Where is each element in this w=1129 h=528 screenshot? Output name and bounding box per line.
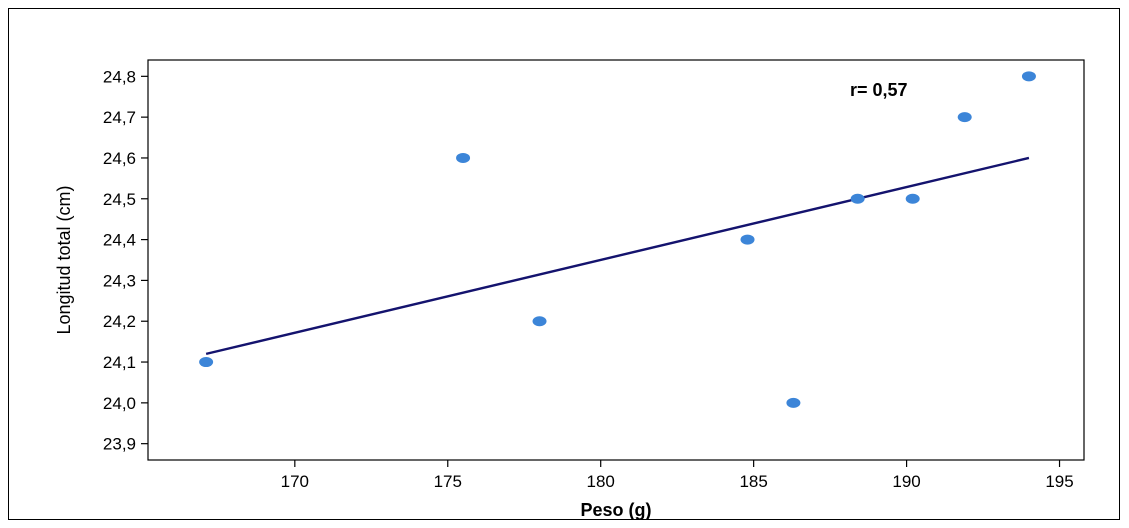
y-tick-label: 24,8 [103, 67, 136, 86]
x-axis: 170 175 180 185 190 195 [281, 460, 1074, 491]
x-tick-label: 190 [892, 472, 920, 491]
data-point [786, 397, 801, 408]
y-tick-label: 24,7 [103, 108, 136, 127]
y-tick-label: 24,0 [103, 394, 136, 413]
data-point [957, 112, 972, 123]
data-point [850, 193, 865, 204]
data-point [456, 152, 471, 163]
chart-frame [8, 8, 1120, 520]
y-tick-label: 24,6 [103, 149, 136, 168]
data-point [905, 193, 920, 204]
y-tick-label: 24,3 [103, 271, 136, 290]
x-tick-label: 175 [434, 472, 462, 491]
x-tick-label: 195 [1045, 472, 1073, 491]
x-axis-title: Peso (g) [580, 500, 651, 520]
y-axis-title: Longitud total (cm) [54, 185, 74, 334]
y-tick-label: 24,1 [103, 353, 136, 372]
y-tick-label: 24,4 [103, 231, 136, 250]
x-tick-label: 180 [587, 472, 615, 491]
correlation-annotation: r= 0,57 [850, 80, 908, 100]
regression-line [205, 156, 1030, 356]
y-axis: 23,9 24,0 24,1 24,2 24,3 24,4 24,5 24,6 24,7 24,8 [103, 67, 148, 454]
data-points [199, 71, 1036, 408]
y-tick-label: 24,5 [103, 190, 136, 209]
x-tick-label: 170 [281, 472, 309, 491]
data-point [532, 316, 547, 327]
plot-area [147, 59, 1085, 461]
data-point [199, 357, 214, 368]
x-tick-label: 185 [739, 472, 767, 491]
data-point [740, 234, 755, 245]
data-point [1021, 71, 1036, 82]
y-tick-label: 23,9 [103, 435, 136, 454]
y-tick-label: 24,2 [103, 312, 136, 331]
